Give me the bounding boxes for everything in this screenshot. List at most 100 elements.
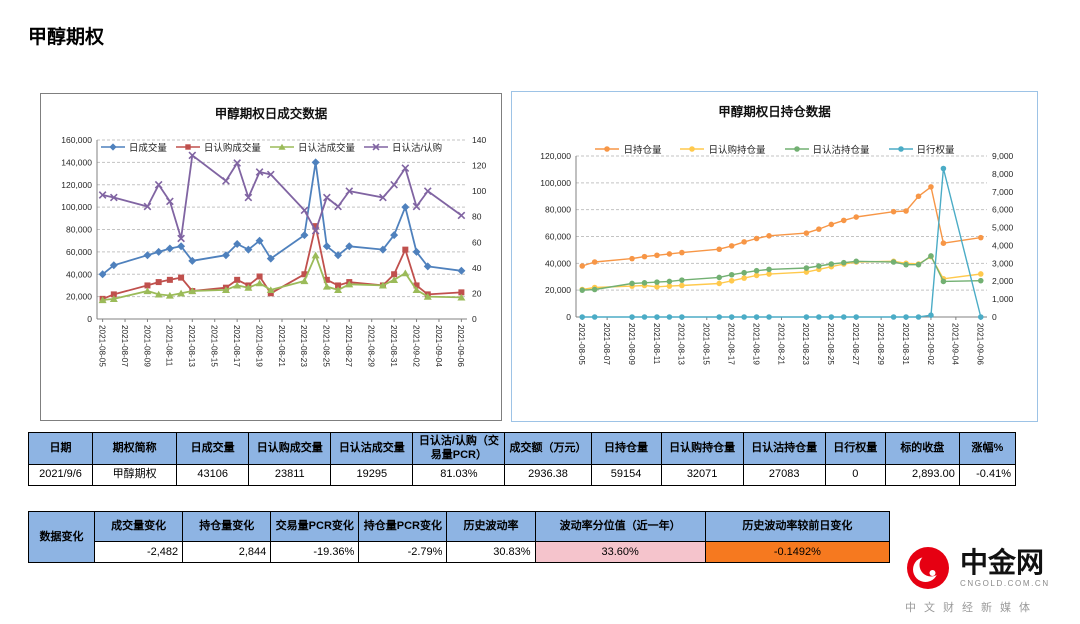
legend-item: 日认沽/认购 [363, 140, 442, 154]
svg-text:1,000: 1,000 [992, 294, 1014, 304]
changes-value: 33.60% [534, 541, 706, 563]
summary-header: 日认沽成交量 [330, 432, 414, 465]
summary-cell: 43106 [176, 463, 250, 486]
summary-header: 日成交量 [176, 432, 250, 465]
svg-text:2021-08-09: 2021-08-09 [142, 325, 151, 367]
svg-text:2021-08-17: 2021-08-17 [726, 323, 735, 365]
svg-text:2021-09-04: 2021-09-04 [951, 323, 960, 365]
svg-text:2021-08-09: 2021-08-09 [627, 323, 636, 365]
open-interest-chart-legend: 日持仓量 日认购持仓量 日认沽持仓量 日行权量 [512, 142, 1037, 156]
legend-item: 日认沽持仓量 [784, 142, 870, 156]
changes-value: -2.79% [358, 541, 448, 563]
changes-header: 历史波动率 [446, 511, 536, 542]
legend-label: 日认购成交量 [203, 143, 261, 154]
summary-header: 日行权量 [824, 432, 886, 465]
summary-header: 日认沽持仓量 [742, 432, 826, 465]
changes-value: 2,844 [182, 541, 272, 563]
summary-cell: 27083 [742, 463, 826, 486]
svg-text:60,000: 60,000 [545, 232, 571, 242]
legend-label: 日持仓量 [623, 145, 662, 156]
volume-chart-legend: 日成交量 日认购成交量 日认沽成交量 日认沽/认购 [41, 140, 501, 154]
page-title: 甲醇期权 [28, 27, 105, 48]
summary-cell: 0 [824, 463, 886, 486]
brand-domain: CNGOLD.COM.CN [960, 579, 1050, 589]
svg-text:100,000: 100,000 [61, 202, 92, 212]
svg-text:80: 80 [472, 212, 482, 222]
series-line-3 [579, 165, 984, 320]
svg-text:4,000: 4,000 [992, 240, 1014, 250]
svg-text:2021-08-29: 2021-08-29 [876, 323, 885, 365]
summary-header: 日期 [27, 432, 94, 465]
svg-text:60,000: 60,000 [66, 247, 92, 257]
svg-text:100,000: 100,000 [540, 178, 571, 188]
svg-text:2021-08-17: 2021-08-17 [232, 325, 241, 367]
svg-text:0: 0 [87, 314, 92, 324]
svg-text:160,000: 160,000 [61, 135, 92, 145]
summary-row: 2021/9/6 甲醇期权 43106 23811 19295 81.03% 2936.38… [27, 463, 1017, 486]
brand-name: 中金网 [960, 546, 1045, 578]
svg-text:2021-09-06: 2021-09-06 [456, 325, 465, 367]
summary-header: 日认购持仓量 [660, 432, 744, 465]
svg-text:7,000: 7,000 [992, 187, 1014, 197]
legend-label: 日认沽持仓量 [812, 145, 870, 156]
legend-item: 日认购成交量 [175, 140, 261, 154]
summary-cell: 23811 [248, 463, 332, 486]
changes-header: 交易量PCR变化 [270, 511, 360, 542]
svg-text:140: 140 [472, 135, 486, 145]
series-line-0 [579, 184, 984, 269]
open-interest-chart: 0 20,000 40,000 60,000 80,000 100,000 120,000 0… [540, 151, 1014, 365]
svg-text:20,000: 20,000 [545, 285, 571, 295]
svg-text:2021-08-13: 2021-08-13 [187, 325, 196, 367]
svg-text:2021-08-05: 2021-08-05 [577, 323, 586, 365]
svg-text:100: 100 [472, 186, 486, 196]
svg-text:2021-08-31: 2021-08-31 [389, 325, 398, 367]
svg-text:2021-08-25: 2021-08-25 [322, 325, 331, 367]
svg-text:2021-08-05: 2021-08-05 [97, 325, 106, 367]
changes-value: -2,482 [94, 541, 184, 563]
svg-text:20: 20 [472, 288, 482, 298]
legend-label: 日成交量 [128, 143, 167, 154]
svg-text:2021-09-02: 2021-09-02 [411, 325, 420, 367]
open-interest-chart-title: 甲醇期权日持仓数据 [718, 105, 831, 119]
series-line-2 [579, 253, 984, 293]
svg-text:9,000: 9,000 [992, 151, 1014, 161]
svg-text:2021-08-27: 2021-08-27 [344, 325, 353, 367]
series-line-0 [98, 158, 466, 279]
svg-text:40,000: 40,000 [66, 269, 92, 279]
changes-row-label: 数据变化 [27, 511, 96, 563]
series-line-2 [98, 251, 466, 304]
summary-header: 涨幅% [958, 432, 1017, 465]
summary-cell: 19295 [330, 463, 414, 486]
svg-text:2021-08-11: 2021-08-11 [165, 325, 174, 367]
svg-text:2021-08-15: 2021-08-15 [210, 325, 219, 367]
svg-text:120,000: 120,000 [61, 180, 92, 190]
summary-cell: 2936.38 [504, 463, 592, 486]
svg-text:2021-08-13: 2021-08-13 [677, 323, 686, 365]
changes-row: -2,482 2,844 -19.36% -2.79% 30.83% 33.60% -0.1… [29, 541, 891, 563]
svg-text:2,000: 2,000 [992, 276, 1014, 286]
svg-text:120: 120 [472, 161, 486, 171]
svg-text:2021-08-19: 2021-08-19 [751, 323, 760, 365]
svg-text:2021-08-07: 2021-08-07 [602, 323, 611, 365]
changes-header: 成交量变化 [94, 511, 184, 542]
svg-text:2021-09-06: 2021-09-06 [976, 323, 985, 365]
summary-table: 日期 期权简称 日成交量 日认购成交量 日认沽成交量 日认沽/认购（交易量PCR） 成交额（… [27, 432, 1017, 486]
summary-header: 日持仓量 [590, 432, 662, 465]
legend-item: 日认购持仓量 [679, 142, 766, 156]
svg-text:2021-08-15: 2021-08-15 [702, 323, 711, 365]
svg-text:120,000: 120,000 [540, 151, 571, 161]
changes-value: -19.36% [270, 541, 360, 563]
summary-cell: -0.41% [958, 463, 1017, 486]
summary-header: 期权简称 [92, 432, 178, 465]
series-line-1 [579, 253, 984, 293]
svg-text:2021-08-11: 2021-08-11 [652, 323, 661, 365]
changes-header: 持仓量PCR变化 [358, 511, 448, 542]
changes-table: 数据变化 成交量变化 持仓量变化 交易量PCR变化 持仓量PCR变化 历史波动率 波动率分位… [27, 511, 891, 563]
summary-cell: 甲醇期权 [92, 463, 178, 486]
volume-chart: 0 20,000 40,000 60,000 80,000 100,000 120,000 1… [61, 135, 486, 367]
gridlines [576, 155, 987, 291]
svg-text:2021-08-27: 2021-08-27 [851, 323, 860, 365]
svg-text:20,000: 20,000 [66, 292, 92, 302]
svg-text:2021-08-21: 2021-08-21 [776, 323, 785, 365]
